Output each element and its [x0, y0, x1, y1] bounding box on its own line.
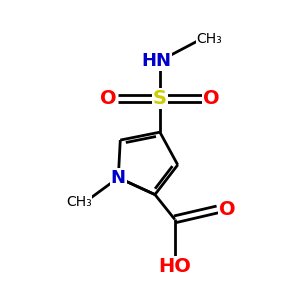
Text: O: O [203, 89, 220, 108]
Text: O: O [100, 89, 117, 108]
Text: O: O [219, 200, 236, 219]
Text: S: S [153, 89, 167, 108]
Text: CH₃: CH₃ [66, 194, 92, 208]
Text: HO: HO [158, 257, 191, 276]
Text: HN: HN [141, 52, 171, 70]
Text: N: N [111, 169, 126, 187]
Text: CH₃: CH₃ [196, 32, 222, 46]
